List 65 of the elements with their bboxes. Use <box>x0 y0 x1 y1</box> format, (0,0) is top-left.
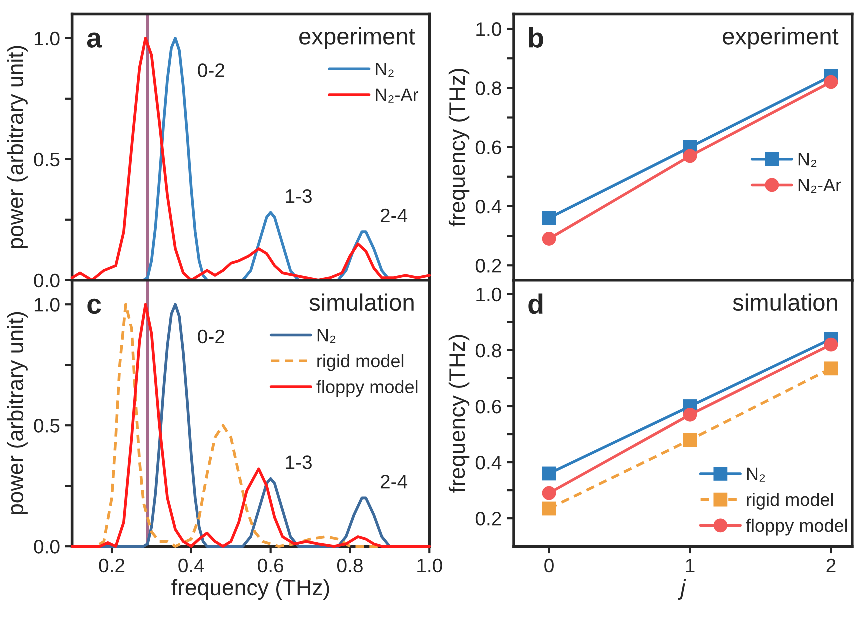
point <box>824 75 838 90</box>
annotation: experiment <box>723 28 839 50</box>
y-tick-label: 0.5 <box>34 419 60 433</box>
x-tick-label: 1 <box>686 559 695 572</box>
annotation: 2-4 <box>380 475 408 489</box>
y-tick-label: 0.2 <box>476 259 502 273</box>
legend-label: N₂-Ar <box>376 88 419 103</box>
legend-label: floppy model <box>746 518 848 536</box>
point <box>824 362 838 376</box>
annotation: simulation <box>310 294 414 312</box>
y-tick-label: 0.6 <box>476 140 502 155</box>
y-axis-title: power (arbitrary unit) <box>7 46 28 248</box>
y-tick-label: 1.0 <box>476 22 502 36</box>
point <box>542 502 556 516</box>
y-axis-title: frequency (THz) <box>448 335 470 493</box>
legend-label: N₂ <box>798 153 817 168</box>
annotation: 2-4 <box>380 208 408 222</box>
legend-label: N₂ <box>318 329 336 344</box>
point <box>542 232 556 246</box>
y-tick-label: 0.8 <box>476 82 502 96</box>
x-axis-title: j <box>678 579 686 600</box>
point <box>683 408 698 422</box>
legend-label: N₂ <box>376 62 394 77</box>
y-tick-label: 0.4 <box>476 456 502 470</box>
point <box>542 466 556 481</box>
annotation: 0-2 <box>198 64 225 78</box>
y-tick-label: 0.4 <box>476 200 502 214</box>
point <box>542 211 556 226</box>
y-tick-label: 1.0 <box>34 32 60 46</box>
y-tick-label: 0.5 <box>34 152 60 167</box>
annotation: c <box>88 298 102 314</box>
x-tick-label: 0 <box>544 558 554 573</box>
annotation: 1-3 <box>286 189 312 204</box>
x-tick-label: 1.0 <box>418 558 442 573</box>
x-tick-label: 0.2 <box>99 558 125 573</box>
annotation: b <box>529 28 544 48</box>
annotation: 0-2 <box>198 330 225 344</box>
x-tick-label: 0.8 <box>337 558 363 573</box>
y-tick-label: 0.0 <box>34 274 60 288</box>
annotation: d <box>528 294 543 314</box>
legend-label: floppy model <box>316 380 418 398</box>
x-axis-title: frequency (THz) <box>172 579 330 600</box>
y-tick-label: 0.6 <box>476 400 502 414</box>
x-tick-label: 0.6 <box>258 558 284 573</box>
annotation: a <box>87 32 102 48</box>
point <box>824 338 838 352</box>
legend-label: rigid model <box>318 354 404 372</box>
y-tick-label: 0.2 <box>476 512 502 526</box>
y-axis-title: power (arbitrary unit) <box>7 312 28 515</box>
y-axis-title: frequency (THz) <box>448 69 470 227</box>
point <box>683 149 698 164</box>
point <box>542 486 556 500</box>
y-tick-label: 0.8 <box>476 344 502 358</box>
x-tick-label: 0.4 <box>178 558 204 573</box>
annotation: simulation <box>733 294 838 312</box>
annotation: 1-3 <box>286 456 312 470</box>
legend-label: rigid model <box>747 493 834 510</box>
legend-label: N₂ <box>747 468 766 482</box>
x-tick-label: 2 <box>826 558 836 572</box>
y-tick-label: 1.0 <box>34 298 60 312</box>
legend-label: N₂-Ar <box>798 179 842 194</box>
y-tick-label: 1.0 <box>476 288 502 302</box>
y-tick-label: 0.0 <box>34 540 60 554</box>
point <box>683 433 698 448</box>
annotation: experiment <box>300 28 416 50</box>
